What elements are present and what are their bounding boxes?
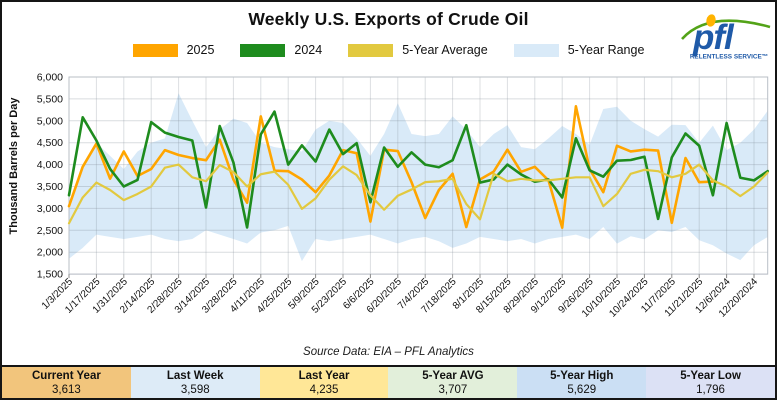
stat-last-week: Last Week 3,598 — [130, 367, 260, 398]
stat-label: 5-Year High — [550, 370, 614, 382]
series-5-year-average — [67, 163, 769, 225]
y-tick-label: 1,500 — [37, 269, 63, 281]
legend-swatch-3 — [513, 43, 559, 57]
stat-value: 5,629 — [567, 384, 597, 397]
stat-value: 1,796 — [696, 384, 725, 397]
logo-tagline: RELENTLESS SERVICE™ — [690, 54, 768, 61]
source-note: Source Data: EIA – PFL Analytics — [303, 346, 474, 358]
legend-label-2024: 2024 — [294, 43, 323, 57]
stat-value: 4,235 — [309, 384, 339, 397]
y-tick-label: 4,500 — [37, 137, 63, 149]
stat-last-year: Last Year 4,235 — [259, 367, 389, 398]
pfl-logo: pfl RELENTLESS SERVICE™ — [680, 6, 772, 61]
legend-item-5yr-average: 5-Year Average — [348, 43, 488, 57]
y-tick-label: 5,000 — [37, 115, 63, 127]
legend-swatch-0 — [132, 43, 178, 57]
y-tick-label: 4,000 — [37, 159, 63, 171]
series-2024 — [67, 110, 770, 229]
legend-swatch-2 — [348, 43, 394, 57]
legend-swatch-1 — [240, 43, 286, 57]
stat-label: 5-Year Low — [680, 370, 741, 382]
y-tick-label: 2,000 — [37, 247, 63, 259]
legend-label-2025: 2025 — [186, 43, 215, 57]
legend-label-5yr-average: 5-Year Average — [402, 43, 488, 57]
y-tick-label: 3,000 — [37, 203, 63, 215]
stat-5yr-low: 5-Year Low 1,796 — [646, 367, 775, 398]
stat-label: Current Year — [32, 370, 101, 382]
y-tick-label: 2,500 — [37, 225, 63, 237]
stat-label: Last Year — [298, 370, 350, 382]
pfl-logo-graphic: pfl RELENTLESS SERVICE™ — [681, 14, 771, 61]
logo-arc — [681, 19, 771, 40]
legend-item-5yr-range: 5-Year Range — [513, 43, 645, 57]
logo-dot-icon — [706, 14, 716, 27]
stat-value: 3,598 — [180, 384, 210, 397]
legend-item-2024: 2024 — [240, 43, 322, 57]
stat-5yr-high: 5-Year High 5,629 — [517, 367, 647, 398]
series-2025 — [67, 105, 715, 229]
stat-value: 3,707 — [438, 384, 468, 397]
legend-item-2025: 2025 — [132, 43, 215, 57]
chart-legend: 2025 2024 5-Year Average 5-Year Range — [2, 43, 775, 57]
stat-5yr-avg: 5-Year AVG 3,707 — [388, 367, 518, 398]
stat-label: 5-Year AVG — [422, 370, 484, 382]
stat-value: 3,613 — [52, 384, 81, 397]
range-band — [69, 93, 768, 262]
summary-stats-row: Current Year 3,613 Last Week 3,598 Last … — [2, 365, 775, 398]
legend-label-5yr-range: 5-Year Range — [567, 43, 645, 57]
plot-border — [68, 76, 769, 275]
logo-text: pfl — [692, 18, 735, 57]
stat-label: Last Week — [166, 370, 224, 382]
chart-area: 6,000 5,500 5,000 4,500 4,000 3,500 3,000 2,500… — [2, 64, 775, 345]
y-tick-label: 6,000 — [37, 72, 63, 84]
y-tick-label: 5,500 — [37, 93, 63, 105]
page-title: Weekly U.S. Exports of Crude Oil — [248, 9, 529, 29]
stat-current-year: Current Year 3,613 — [2, 367, 131, 398]
y-tick-label: 3,500 — [37, 181, 63, 193]
exports-line-chart: 6,000 5,500 5,000 4,500 4,000 3,500 3,000 2,500… — [37, 72, 770, 320]
